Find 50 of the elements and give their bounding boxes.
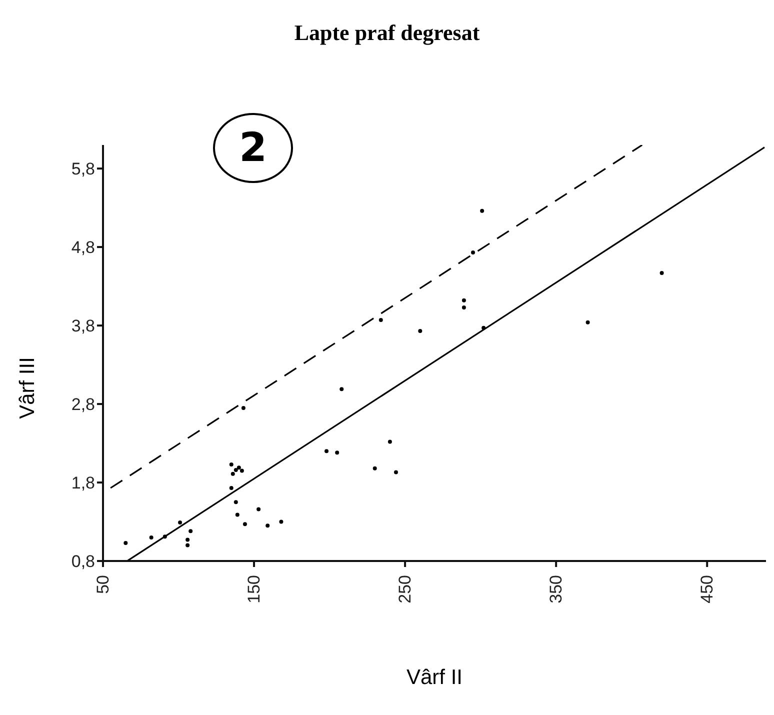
point xyxy=(230,472,235,476)
point xyxy=(462,298,466,302)
x-tick-label: 450 xyxy=(698,575,717,604)
point xyxy=(236,466,241,470)
point xyxy=(178,520,182,525)
point xyxy=(234,468,238,472)
y-tick-label: 5,8 xyxy=(71,160,95,179)
point xyxy=(388,440,392,444)
point xyxy=(241,406,246,410)
point xyxy=(471,250,476,255)
point xyxy=(324,449,329,454)
point xyxy=(229,462,234,466)
point xyxy=(242,522,247,526)
point xyxy=(186,538,190,542)
point xyxy=(378,318,383,322)
point xyxy=(149,535,154,540)
point xyxy=(234,500,238,504)
x-axis-title: Vârf II xyxy=(405,666,464,690)
x-tick-label: 350 xyxy=(546,575,566,604)
point xyxy=(372,466,377,470)
chart-title: Lapte praf degresat xyxy=(293,20,481,46)
point xyxy=(279,520,284,524)
point xyxy=(394,470,398,474)
point xyxy=(418,329,422,334)
point xyxy=(162,534,167,539)
circled-number: 2 xyxy=(213,113,293,183)
point xyxy=(266,524,270,528)
point xyxy=(480,208,484,213)
point xyxy=(240,468,244,473)
y-tick-label: 4,8 xyxy=(71,238,95,258)
point xyxy=(124,540,128,545)
point xyxy=(186,543,190,548)
x-tick-label: 50 xyxy=(94,575,112,594)
point xyxy=(462,305,466,310)
point xyxy=(340,387,344,392)
x-tick-label: 250 xyxy=(396,575,415,604)
y-tick-label: 0,8 xyxy=(71,552,95,572)
point xyxy=(235,512,240,517)
point xyxy=(586,320,590,324)
point xyxy=(188,529,193,534)
x-tick-label: 150 xyxy=(244,575,264,604)
point xyxy=(335,450,340,455)
y-tick-label: 2,8 xyxy=(71,395,95,414)
point xyxy=(660,270,664,275)
y-tick-label: 1,8 xyxy=(71,474,95,493)
y-axis-title: Vârf III xyxy=(16,357,40,419)
point xyxy=(229,486,234,490)
point xyxy=(256,507,261,512)
y-tick-label: 3,8 xyxy=(71,316,95,336)
point xyxy=(482,326,486,330)
